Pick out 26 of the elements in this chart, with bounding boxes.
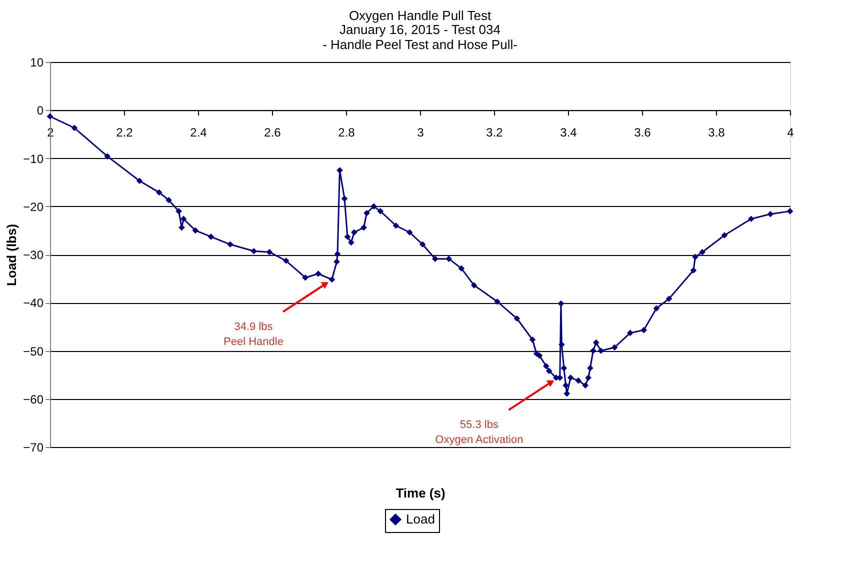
legend-label: Load <box>406 512 435 526</box>
x-tick-label: 2.2 <box>116 126 134 140</box>
y-tick-label: −20 <box>23 200 44 214</box>
x-tick-label: 3.8 <box>708 126 726 140</box>
x-tick-label: 2.6 <box>264 126 282 140</box>
x-axis-title: Time (s) <box>396 486 446 500</box>
y-tick-label: −60 <box>23 392 44 406</box>
chart-subtitle: January 16, 2015 - Test 034 - Handle Peel Test and Hose Pull- <box>322 22 518 52</box>
annotation: 55.3 lbs Oxygen Activation <box>435 419 524 446</box>
x-tick-label: 3.2 <box>486 126 504 140</box>
x-tick-label: 3 <box>417 126 424 140</box>
y-tick-label: −40 <box>23 296 44 310</box>
y-tick-label: 10 <box>30 56 44 70</box>
x-tick-label: 2.4 <box>190 126 208 140</box>
y-tick-label: −30 <box>23 248 44 262</box>
y-tick-label: −70 <box>23 440 44 454</box>
y-tick-label: −10 <box>23 152 44 166</box>
annotation: 34.9 lbs Peel Handle <box>224 320 284 348</box>
x-tick-label: 2.8 <box>338 126 356 140</box>
x-tick-label: 4 <box>787 126 794 140</box>
x-tick-label: 3.4 <box>560 126 578 140</box>
y-tick-label: 0 <box>36 104 44 118</box>
x-tick-label: 3.6 <box>634 126 652 140</box>
y-tick-label: −50 <box>23 344 44 358</box>
chart-title: Oxygen Handle Pull Test <box>348 8 492 23</box>
y-axis-title: Load (lbs) <box>4 224 20 286</box>
